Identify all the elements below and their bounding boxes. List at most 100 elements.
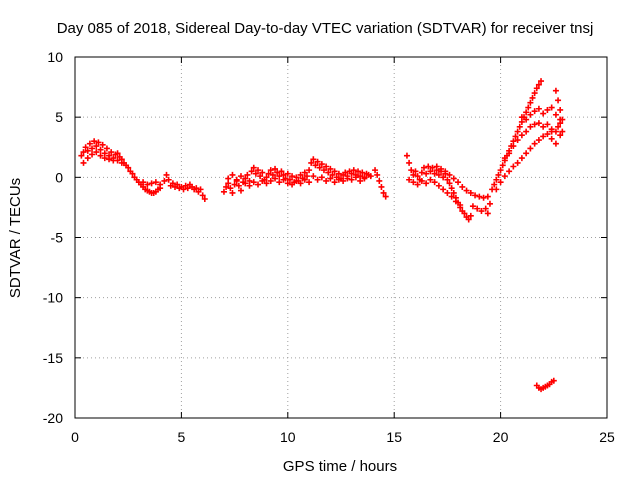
data-point xyxy=(472,192,479,199)
data-point xyxy=(448,185,455,192)
data-point xyxy=(535,137,542,144)
data-point xyxy=(263,174,270,181)
data-point xyxy=(491,181,498,188)
data-point xyxy=(331,168,338,175)
data-point xyxy=(235,182,242,189)
data-point xyxy=(538,78,545,85)
data-point xyxy=(284,170,291,177)
data-point xyxy=(465,216,472,223)
data-point xyxy=(414,173,421,180)
data-point xyxy=(544,131,551,138)
data-point xyxy=(423,180,430,187)
data-point xyxy=(446,180,453,187)
data-point xyxy=(361,175,368,182)
data-point xyxy=(455,179,462,186)
data-point xyxy=(103,145,110,152)
data-point xyxy=(157,181,164,188)
data-point xyxy=(446,171,453,178)
data-point xyxy=(531,140,538,147)
data-point xyxy=(331,179,338,186)
data-point xyxy=(265,170,272,177)
data-point xyxy=(493,176,500,183)
data-point xyxy=(523,150,530,157)
data-point xyxy=(114,157,121,164)
data-point xyxy=(340,177,347,184)
data-point xyxy=(276,179,283,186)
data-point xyxy=(252,170,259,177)
data-point xyxy=(527,99,534,106)
data-point xyxy=(450,175,457,182)
data-point xyxy=(233,177,240,184)
data-point xyxy=(140,179,147,186)
data-point xyxy=(320,167,327,174)
data-point xyxy=(259,169,266,176)
data-point xyxy=(197,186,204,193)
data-point xyxy=(297,171,304,178)
data-point xyxy=(259,177,266,184)
data-point xyxy=(425,163,432,170)
y-tick-label: -20 xyxy=(43,410,63,426)
data-point xyxy=(303,173,310,180)
data-point xyxy=(548,135,555,142)
data-point xyxy=(93,149,100,156)
data-point xyxy=(378,183,385,190)
x-axis-title: GPS time / hours xyxy=(283,458,397,475)
data-point xyxy=(335,170,342,177)
data-point xyxy=(374,171,381,178)
data-point xyxy=(99,141,106,148)
data-point xyxy=(165,176,172,183)
data-point xyxy=(406,176,413,183)
data-point xyxy=(82,144,89,151)
data-point xyxy=(229,171,236,178)
data-point xyxy=(293,177,300,184)
y-tick-label: -15 xyxy=(43,350,63,366)
data-point xyxy=(518,132,525,139)
data-point xyxy=(516,123,523,130)
data-point xyxy=(457,202,464,209)
data-point xyxy=(427,168,434,175)
data-point xyxy=(342,169,349,176)
data-point xyxy=(80,159,87,166)
data-point xyxy=(229,189,236,196)
data-point xyxy=(482,205,489,212)
data-point xyxy=(514,159,521,166)
data-point xyxy=(410,171,417,178)
data-point xyxy=(255,181,262,188)
data-point xyxy=(310,156,317,163)
data-point xyxy=(84,147,91,154)
data-point xyxy=(531,121,538,128)
data-point xyxy=(144,181,151,188)
data-point xyxy=(323,177,330,184)
data-point xyxy=(495,171,502,178)
data-point xyxy=(301,169,308,176)
data-point xyxy=(359,169,366,176)
data-point xyxy=(199,192,206,199)
y-tick-label: -10 xyxy=(43,290,63,306)
data-point xyxy=(380,189,387,196)
data-point xyxy=(442,168,449,175)
data-point xyxy=(269,171,276,178)
data-point xyxy=(376,177,383,184)
data-point xyxy=(244,171,251,178)
data-point xyxy=(274,169,281,176)
data-point xyxy=(310,173,317,180)
data-point xyxy=(129,170,136,177)
data-point xyxy=(314,176,321,183)
data-point xyxy=(478,208,485,215)
data-point xyxy=(433,163,440,170)
data-point xyxy=(427,176,434,183)
data-point xyxy=(348,170,355,177)
data-point xyxy=(480,194,487,201)
data-point xyxy=(540,123,547,130)
data-point xyxy=(329,171,336,178)
data-point xyxy=(257,173,264,180)
data-point xyxy=(284,180,291,187)
y-tick-label: 10 xyxy=(47,49,63,65)
data-point xyxy=(459,183,466,190)
data-point xyxy=(548,126,555,133)
data-point xyxy=(450,189,457,196)
data-point xyxy=(223,183,230,190)
data-point xyxy=(510,143,517,150)
data-point xyxy=(382,193,389,200)
data-point xyxy=(289,173,296,180)
